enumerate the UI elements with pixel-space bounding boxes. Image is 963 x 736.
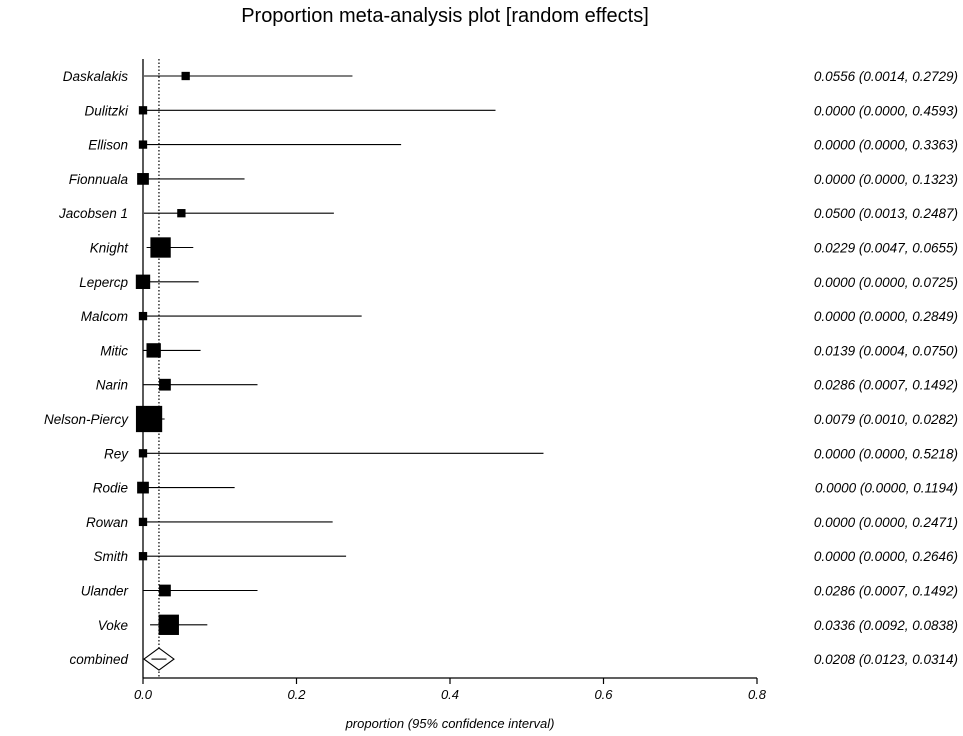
- ci-text: 0.0286 (0.0007, 0.1492): [814, 584, 958, 599]
- study-label: Malcom: [81, 309, 128, 324]
- point-estimate: [158, 614, 179, 635]
- point-estimate: [137, 173, 149, 185]
- combined-label: combined: [69, 652, 128, 667]
- study-label: Smith: [93, 549, 128, 564]
- point-estimate: [138, 449, 148, 458]
- ci-text: 0.0000 (0.0000, 0.0725): [814, 275, 958, 290]
- ci-text: 0.0286 (0.0007, 0.1492): [814, 378, 958, 393]
- x-tick-label: 0.4: [441, 687, 459, 702]
- ci-text: 0.0139 (0.0004, 0.0750): [814, 343, 958, 358]
- study-label: Voke: [98, 618, 128, 633]
- study-label: Jacobsen 1: [58, 206, 128, 221]
- study-label: Ulander: [81, 584, 129, 599]
- study-label: Dulitzki: [84, 103, 129, 118]
- study-label: Mitic: [100, 343, 128, 358]
- ci-text: 0.0000 (0.0000, 0.2471): [814, 515, 958, 530]
- point-estimate: [159, 584, 171, 597]
- study-label: Lepercp: [79, 275, 128, 290]
- ci-text: 0.0000 (0.0000, 0.4593): [814, 103, 958, 118]
- x-tick-label: 0.2: [287, 687, 306, 702]
- ci-text: 0.0500 (0.0013, 0.2487): [814, 206, 958, 221]
- point-estimate: [181, 71, 190, 81]
- x-tick-label: 0.6: [594, 687, 613, 702]
- point-estimate: [138, 106, 148, 115]
- point-estimate: [137, 481, 149, 494]
- point-estimate: [150, 237, 171, 258]
- ci-text: 0.0000 (0.0000, 0.1323): [814, 172, 958, 187]
- study-label: Ellison: [88, 138, 128, 153]
- study-label: Daskalakis: [63, 69, 129, 84]
- plot-area: 0.0 0.2 0.4 0.6 0.8 Daskalakis 0.0556 (0.0014,…: [44, 59, 958, 702]
- study-label: Knight: [90, 241, 130, 256]
- combined-ci-text: 0.0208 (0.0123, 0.0314): [814, 652, 958, 667]
- ci-text: 0.0336 (0.0092, 0.0838): [814, 618, 958, 633]
- point-estimate: [177, 209, 186, 218]
- ci-text: 0.0000 (0.0000, 0.5218): [814, 446, 958, 461]
- ci-text: 0.0000 (0.0000, 0.1194): [815, 481, 958, 496]
- study-label: Rey: [104, 446, 129, 461]
- study-label: Nelson-Piercy: [44, 412, 129, 427]
- ci-text: 0.0556 (0.0014, 0.2729): [814, 69, 958, 84]
- point-estimate: [135, 405, 163, 433]
- point-estimate: [138, 517, 148, 527]
- x-tick-label: 0.8: [748, 687, 767, 702]
- point-estimate: [138, 552, 148, 561]
- ci-text: 0.0000 (0.0000, 0.3363): [814, 138, 958, 153]
- x-tick-label: 0.0: [134, 687, 153, 702]
- ci-text: 0.0229 (0.0047, 0.0655): [814, 241, 958, 256]
- study-label: Narin: [96, 378, 128, 393]
- point-estimate: [138, 311, 148, 321]
- study-label: Fionnuala: [69, 172, 129, 187]
- ci-text: 0.0000 (0.0000, 0.2646): [814, 549, 958, 564]
- ci-text: 0.0079 (0.0010, 0.0282): [814, 412, 958, 427]
- point-estimate: [159, 378, 171, 391]
- point-estimate: [138, 140, 148, 149]
- ci-text: 0.0000 (0.0000, 0.2849): [814, 309, 958, 324]
- study-label: Rowan: [86, 515, 128, 530]
- point-estimate: [135, 274, 151, 289]
- chart-title: Proportion meta-analysis plot [random ef…: [241, 5, 649, 27]
- study-label: Rodie: [93, 481, 128, 496]
- x-axis-label: proportion (95% confidence interval): [345, 716, 555, 731]
- point-estimate: [146, 343, 161, 358]
